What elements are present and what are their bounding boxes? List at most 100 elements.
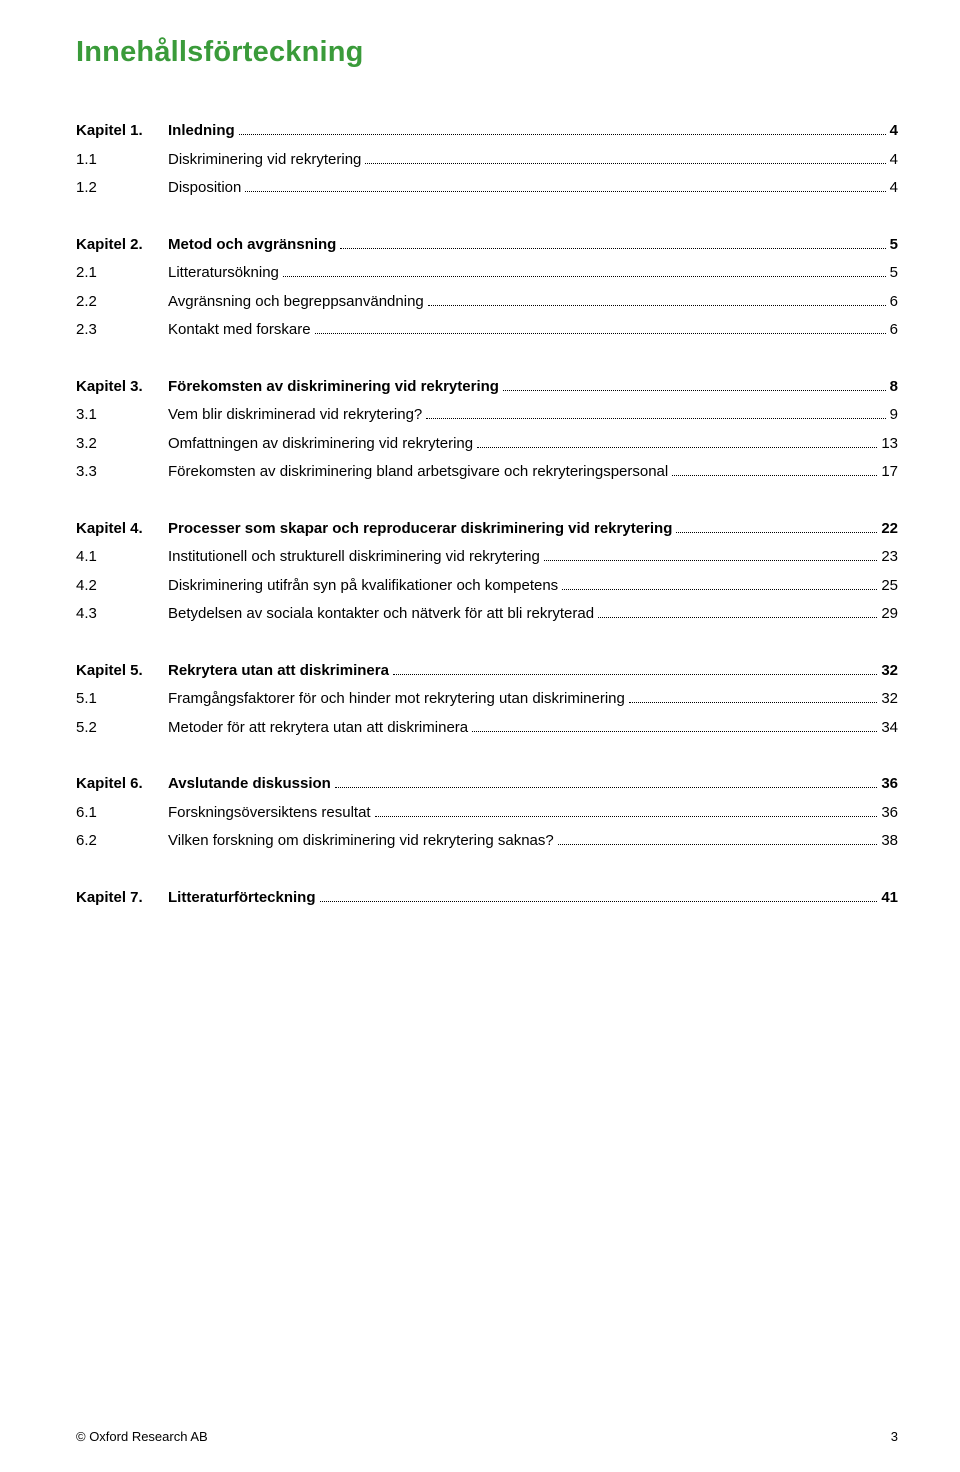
toc-entry-text: Disposition (168, 174, 241, 203)
toc-group: Kapitel 4.Processer som skapar och repro… (76, 515, 898, 629)
toc-entry-number: 5.2 (76, 714, 168, 743)
toc-entry-text: Förekomsten av diskriminering bland arbe… (168, 458, 668, 487)
toc-entry-row: 1.2Disposition4 (76, 174, 898, 203)
toc-entry-page: 9 (888, 401, 898, 430)
toc-entry-row: 2.1Litteratursökning 5 (76, 259, 898, 288)
toc-entry-number: 3.3 (76, 458, 168, 487)
toc-chapter-text: Processer som skapar och reproducerar di… (168, 515, 672, 544)
toc-chapter-number: Kapitel 1. (76, 117, 168, 146)
toc-leader (544, 548, 878, 562)
toc-entry-row: 2.3Kontakt med forskare6 (76, 316, 898, 345)
toc-chapter-row: Kapitel 1.Inledning 4 (76, 117, 898, 146)
toc-entry-row: 4.2Diskriminering utifrån syn på kvalifi… (76, 572, 898, 601)
toc-entry-number: 1.2 (76, 174, 168, 203)
toc-leader (676, 519, 877, 533)
toc-group: Kapitel 5.Rekrytera utan att diskriminer… (76, 657, 898, 743)
toc-chapter-number: Kapitel 6. (76, 770, 168, 799)
toc-group: Kapitel 7.Litteraturförteckning 41 (76, 884, 898, 913)
toc-chapter-text: Avslutande diskussion (168, 770, 331, 799)
toc-entry-row: 3.1Vem blir diskriminerad vid rekryterin… (76, 401, 898, 430)
toc-chapter-text: Litteraturförteckning (168, 884, 316, 913)
toc-entry-number: 6.1 (76, 799, 168, 828)
toc-chapter-page: 5 (888, 231, 898, 260)
toc-group: Kapitel 3.Förekomsten av diskriminering … (76, 373, 898, 487)
toc-entry-text: Diskriminering utifrån syn på kvalifikat… (168, 572, 558, 601)
toc-leader (283, 264, 886, 278)
toc-leader (426, 406, 885, 420)
toc-chapter-row: Kapitel 6.Avslutande diskussion 36 (76, 770, 898, 799)
toc-entry-row: 2.2Avgränsning och begreppsanvändning6 (76, 288, 898, 317)
toc-chapter-row: Kapitel 7.Litteraturförteckning 41 (76, 884, 898, 913)
toc-entry-page: 5 (888, 259, 898, 288)
toc-entry-text: Diskriminering vid rekrytering (168, 146, 361, 175)
toc-entry-row: 5.1Framgångsfaktorer för och hinder mot … (76, 685, 898, 714)
toc-chapter-text: Metod och avgränsning (168, 231, 336, 260)
toc-chapter-page: 4 (888, 117, 898, 146)
toc-entry-page: 13 (879, 430, 898, 459)
toc-chapter-text: Inledning (168, 117, 235, 146)
toc-entry-row: 3.3Förekomsten av diskriminering bland a… (76, 458, 898, 487)
footer-copyright: © Oxford Research AB (76, 1429, 208, 1444)
toc-leader (393, 661, 877, 675)
toc-chapter-number: Kapitel 7. (76, 884, 168, 913)
toc-chapter-number: Kapitel 2. (76, 231, 168, 260)
toc-entry-number: 3.1 (76, 401, 168, 430)
toc-chapter-row: Kapitel 5.Rekrytera utan att diskriminer… (76, 657, 898, 686)
toc-chapter-page: 41 (879, 884, 898, 913)
toc-entry-text: Framgångsfaktorer för och hinder mot rek… (168, 685, 625, 714)
toc-chapter-row: Kapitel 2.Metod och avgränsning 5 (76, 231, 898, 260)
toc-entry-text: Forskningsöversiktens resultat (168, 799, 371, 828)
toc-leader (672, 463, 877, 477)
toc-chapter-number: Kapitel 3. (76, 373, 168, 402)
toc-entry-text: Omfattningen av diskriminering vid rekry… (168, 430, 473, 459)
toc-entry-page: 29 (879, 600, 898, 629)
toc-leader (472, 718, 877, 732)
toc-entry-number: 4.1 (76, 543, 168, 572)
toc-leader (477, 434, 877, 448)
toc-entry-text: Vilken forskning om diskriminering vid r… (168, 827, 554, 856)
toc-entry-row: 5.2Metoder för att rekrytera utan att di… (76, 714, 898, 743)
toc-entry-page: 36 (879, 799, 898, 828)
toc-entry-page: 34 (879, 714, 898, 743)
toc-chapter-page: 22 (879, 515, 898, 544)
toc-leader (375, 803, 878, 817)
toc-entry-row: 4.1Institutionell och strukturell diskri… (76, 543, 898, 572)
toc-entry-number: 4.3 (76, 600, 168, 629)
toc-leader (315, 321, 886, 335)
toc-entry-text: Metoder för att rekrytera utan att diskr… (168, 714, 468, 743)
toc-leader (340, 235, 885, 249)
toc-leader (335, 775, 877, 789)
toc-entry-number: 4.2 (76, 572, 168, 601)
toc-entry-text: Litteratursökning (168, 259, 279, 288)
toc-entry-row: 6.2Vilken forskning om diskriminering vi… (76, 827, 898, 856)
toc-chapter-page: 32 (879, 657, 898, 686)
toc-entry-text: Avgränsning och begreppsanvändning (168, 288, 424, 317)
toc-entry-text: Betydelsen av sociala kontakter och nätv… (168, 600, 594, 629)
toc-leader (245, 179, 885, 193)
toc-leader (503, 377, 886, 391)
toc-chapter-text: Rekrytera utan att diskriminera (168, 657, 389, 686)
toc-chapter-page: 36 (879, 770, 898, 799)
toc-entry-row: 1.1Diskriminering vid rekrytering4 (76, 146, 898, 175)
toc-entry-text: Institutionell och strukturell diskrimin… (168, 543, 540, 572)
toc-leader (239, 122, 886, 136)
toc-chapter-text: Förekomsten av diskriminering vid rekryt… (168, 373, 499, 402)
toc-entry-number: 2.1 (76, 259, 168, 288)
toc-chapter-page: 8 (888, 373, 898, 402)
toc-entry-number: 2.2 (76, 288, 168, 317)
toc-group: Kapitel 1.Inledning41.1Diskriminering vi… (76, 117, 898, 203)
toc-entry-text: Vem blir diskriminerad vid rekrytering? (168, 401, 422, 430)
toc-leader (558, 832, 878, 846)
toc-entry-row: 3.2Omfattningen av diskriminering vid re… (76, 430, 898, 459)
page-title: Innehållsförteckning (76, 36, 898, 69)
toc-group: Kapitel 6.Avslutande diskussion 36 6.1Fors… (76, 770, 898, 856)
toc-leader (320, 888, 878, 902)
toc-entry-page: 4 (888, 146, 898, 175)
toc-chapter-row: Kapitel 3.Förekomsten av diskriminering … (76, 373, 898, 402)
toc-group: Kapitel 2.Metod och avgränsning52.1Litte… (76, 231, 898, 345)
toc-entry-page: 38 (879, 827, 898, 856)
table-of-contents: Kapitel 1.Inledning41.1Diskriminering vi… (76, 117, 898, 912)
page-footer: © Oxford Research AB 3 (76, 1429, 898, 1444)
toc-entry-page: 32 (879, 685, 898, 714)
toc-entry-page: 23 (879, 543, 898, 572)
